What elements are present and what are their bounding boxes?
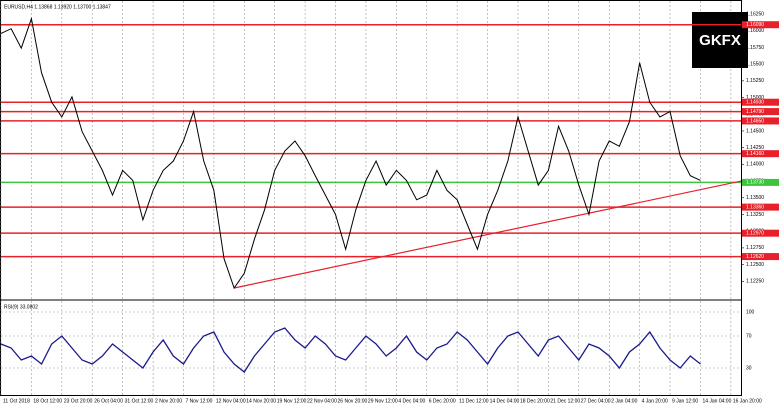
x-tick-label: 14 Nov 20:00 [246, 398, 276, 404]
level-tag [742, 117, 779, 125]
x-tick-label: 19 Nov 12:00 [277, 398, 307, 404]
y-tick-label: 1.12750 [746, 245, 764, 251]
x-tick-label: 18 Oct 12:00 [33, 398, 62, 404]
y-tick-label: 1.15000 [746, 95, 764, 101]
x-tick-label: 26 Oct 04:00 [94, 398, 123, 404]
y-tick-label: 1.14000 [746, 162, 764, 168]
level-tag [742, 108, 779, 116]
level-tag [742, 150, 779, 158]
x-tick-label: 26 Nov 20:00 [338, 398, 368, 404]
y-tick-label: 1.16250 [746, 11, 764, 17]
y-tick-label: 1.13500 [746, 195, 764, 201]
x-tick-label: 2 Jan 04:00 [611, 398, 637, 404]
level-label: 1.14160 [746, 151, 764, 157]
x-tick-label: 11 Dec 12:00 [459, 398, 489, 404]
frame [0, 0, 742, 396]
trendline [234, 180, 742, 289]
logo-box [692, 12, 748, 68]
y-tick-label: 1.13250 [746, 212, 764, 218]
x-tick-label: 9 Jan 12:00 [672, 398, 698, 404]
y-tick-label: 1.14250 [746, 145, 764, 151]
x-tick-label: 6 Dec 20:00 [429, 398, 456, 404]
x-tick-label: 22 Nov 04:00 [307, 398, 337, 404]
x-tick-label: 23 Oct 20:00 [64, 398, 93, 404]
x-tick-label: 31 Oct 12:00 [125, 398, 154, 404]
x-tick-label: 14 Dec 04:00 [490, 398, 520, 404]
y-tick-label: 1.15500 [746, 61, 764, 67]
level-tag [742, 253, 779, 261]
rsi-tick-label: 30 [746, 365, 752, 371]
x-tick-label: 14 Jan 04:00 [702, 398, 731, 404]
y-tick-label: 1.12500 [746, 262, 764, 268]
level-label: 1.13730 [746, 180, 764, 186]
rsi-line [0, 327, 701, 373]
level-tag [742, 178, 779, 186]
level-label: 1.16090 [746, 22, 764, 28]
level-label: 1.14790 [746, 109, 764, 115]
x-tick-label: 16 Jan 20:00 [733, 398, 762, 404]
logo: GKFX [699, 32, 741, 49]
x-tick-label: 11 Oct 2018 [3, 398, 30, 404]
x-tick-label: 27 Dec 04:00 [581, 398, 611, 404]
price-line [0, 16, 701, 290]
x-tick-label: 29 Nov 12:00 [368, 398, 398, 404]
level-tag [742, 98, 779, 106]
x-tick-label: 4 Dec 04:00 [398, 398, 425, 404]
level-label: 1.14650 [746, 118, 764, 124]
x-tick-label: 21 Dec 12:00 [550, 398, 580, 404]
x-tick-label: 12 Nov 04:00 [216, 398, 246, 404]
level-label: 1.12620 [746, 254, 764, 260]
rsi-tick-label: 70 [746, 333, 752, 339]
level-label: 1.14930 [746, 100, 764, 106]
level-label: 1.13360 [746, 204, 764, 210]
level-tag [742, 229, 779, 237]
x-tick-label: 2 Nov 20:00 [155, 398, 182, 404]
chart-title: EURUSD,H4 1.13868 1.13920 1.13700 1.1384… [4, 4, 111, 10]
y-tick-label: 1.16000 [746, 28, 764, 34]
level-label: 1.12970 [746, 231, 764, 237]
y-tick-label: 1.15750 [746, 45, 764, 51]
x-tick-label: 7 Nov 12:00 [185, 398, 212, 404]
y-tick-label: 1.15250 [746, 78, 764, 84]
rsi-label: RSI(9) 33.0802 [4, 304, 38, 310]
y-tick-label: 1.14500 [746, 128, 764, 134]
x-tick-label: 4 Jan 20:00 [642, 398, 668, 404]
level-tag [742, 21, 779, 29]
level-tag [742, 203, 779, 211]
x-tick-label: 18 Dec 20:00 [520, 398, 550, 404]
y-tick-label: 1.12250 [746, 279, 764, 285]
rsi-tick-label: 100 [746, 309, 755, 315]
